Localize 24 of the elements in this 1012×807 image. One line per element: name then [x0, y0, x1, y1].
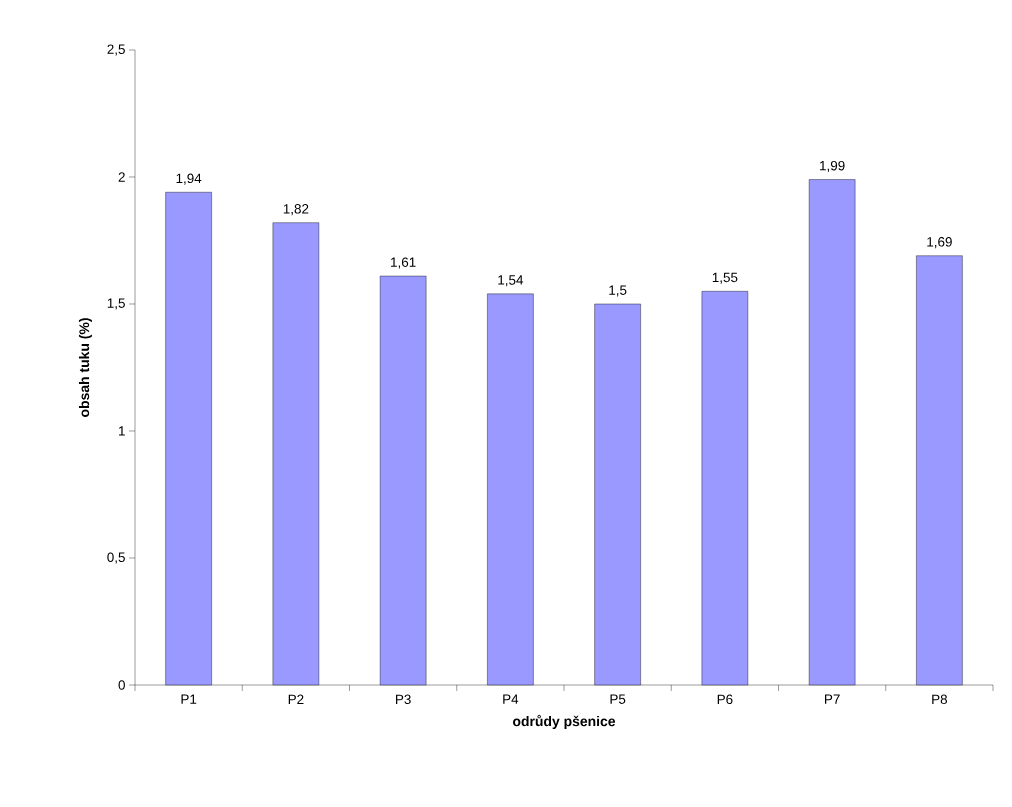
y-axis-title: obsah tuku (%): [78, 318, 92, 417]
data-label: 1,69: [927, 237, 952, 249]
data-label: 1,94: [176, 173, 202, 185]
y-tick-label: 1: [119, 426, 125, 436]
x-tick-label: P7: [825, 694, 840, 704]
x-axis-title: odrůdy pšenice: [513, 714, 616, 729]
y-tick-label: 1,5: [107, 298, 125, 310]
data-label: 1,55: [712, 272, 738, 284]
y-tick-label: 2,5: [107, 44, 125, 56]
x-tick-label: P1: [181, 694, 197, 704]
x-tick-label: P4: [503, 694, 519, 704]
data-label: 1,82: [283, 204, 309, 216]
data-label: 1,5: [609, 285, 627, 297]
data-label: 1,61: [391, 257, 416, 269]
y-tick-label: 0: [118, 680, 125, 690]
x-tick-label: P6: [717, 694, 733, 705]
y-tick-label: 0,5: [107, 552, 125, 564]
x-tick-label: P8: [932, 694, 948, 705]
x-tick-label: P2: [288, 694, 304, 704]
data-label: 1,99: [820, 160, 845, 173]
x-tick-label: P5: [610, 694, 626, 704]
y-tick-label: 2: [118, 172, 125, 182]
data-label: 1,54: [498, 275, 524, 287]
x-tick-label: P3: [396, 694, 411, 705]
